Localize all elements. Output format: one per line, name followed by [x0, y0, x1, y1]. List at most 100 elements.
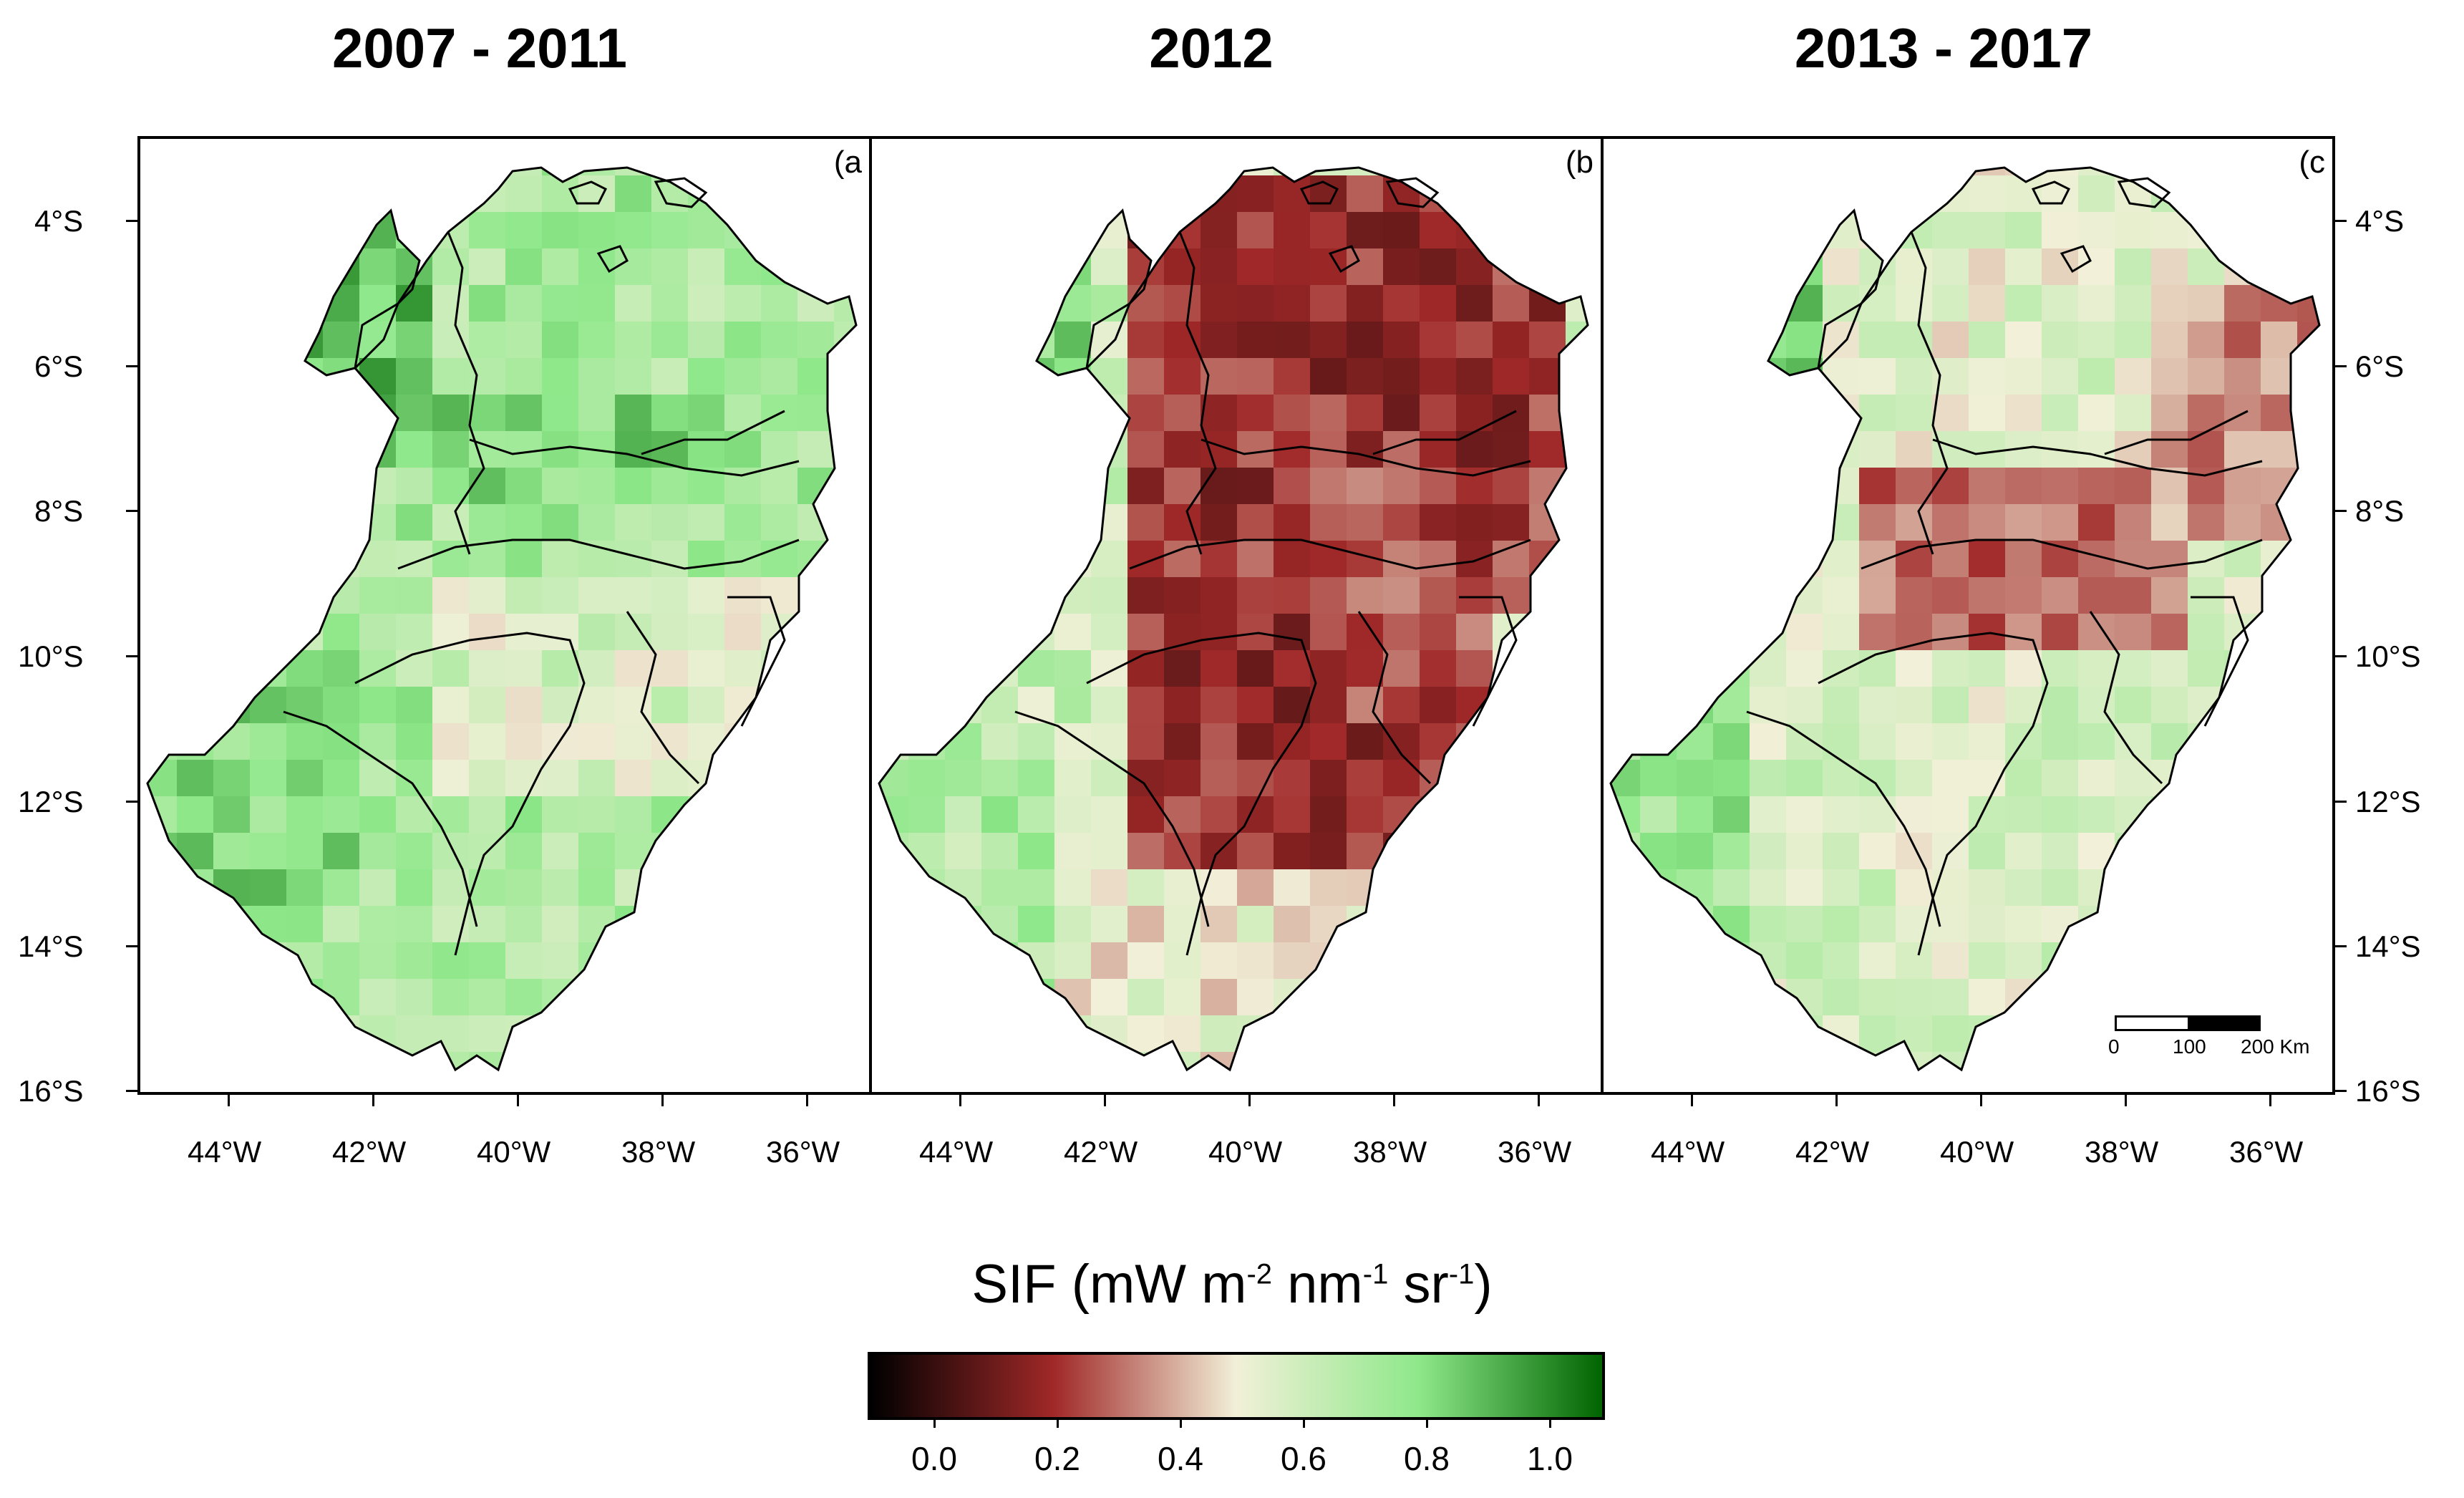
sif-cell: [1420, 614, 1457, 651]
sif-cell: [1127, 650, 1165, 687]
sif-cell: [908, 577, 946, 614]
map-panel-b: (b: [869, 136, 1604, 1095]
sif-cell: [1566, 175, 1588, 213]
sif-cell: [1347, 431, 1384, 468]
sif-cell: [1164, 431, 1201, 468]
sif-cell: [323, 833, 360, 870]
sif-cell: [761, 358, 798, 395]
sif-cell: [1493, 322, 1530, 359]
sif-cell: [1896, 358, 1933, 395]
sif-cell: [1713, 541, 1750, 578]
sif-cell: [761, 687, 798, 724]
sif-cell: [396, 723, 433, 760]
sif-cell: [761, 168, 798, 176]
sif-cell: [359, 322, 397, 359]
sif-cell: [724, 248, 762, 286]
sif-cell: [688, 285, 725, 322]
sif-cell: [761, 796, 798, 833]
sif-cell: [213, 168, 251, 176]
sif-cell: [1456, 285, 1493, 322]
sif-cell: [1237, 175, 1274, 213]
sif-cell: [323, 1015, 360, 1053]
sif-cell: [651, 322, 689, 359]
sif-cell: [1750, 942, 1787, 980]
sif-cell: [1201, 1088, 1238, 1095]
sif-cell: [286, 650, 324, 687]
sif-cell: [2224, 723, 2261, 760]
sif-cell: [1640, 468, 1677, 505]
sif-cell: [1529, 577, 1566, 614]
sif-cell: [2042, 760, 2079, 797]
sif-cell: [908, 285, 946, 322]
sif-cell: [323, 504, 360, 541]
sif-cell: [505, 869, 543, 907]
sif-cell: [1611, 212, 1641, 249]
sif-cell: [1859, 979, 1896, 1016]
sif-cell: [2042, 687, 2079, 724]
sif-cell: [1091, 906, 1128, 943]
sif-cell: [834, 979, 856, 1016]
sif-cell: [1677, 322, 1714, 359]
sif-cell: [177, 431, 214, 468]
sif-cell: [1750, 395, 1787, 432]
sif-cell: [1859, 168, 1896, 176]
sif-cell: [1713, 504, 1750, 541]
subregion-boundary: [397, 538, 800, 570]
sif-cell: [981, 577, 1019, 614]
sif-cell: [1529, 614, 1566, 651]
sif-cell: [505, 431, 543, 468]
sif-cell: [1054, 796, 1092, 833]
sif-cell: [1566, 796, 1588, 833]
sif-cell: [724, 760, 762, 797]
sif-cell: [1420, 1088, 1457, 1095]
sif-cell: [2334, 906, 2335, 943]
sif-cell: [2188, 796, 2225, 833]
sif-cell: [1713, 1052, 1750, 1070]
sif-cell: [1640, 504, 1677, 541]
subregion-boundary: [1357, 611, 1432, 785]
sif-cell: [1164, 1088, 1201, 1095]
sif-cell: [2224, 504, 2261, 541]
sif-cell: [213, 1088, 251, 1095]
sif-cell: [834, 1015, 856, 1053]
sif-cell: [879, 468, 909, 505]
sif-cell: [1018, 504, 1055, 541]
sif-cell: [945, 760, 982, 797]
sif-cell: [396, 869, 433, 907]
sif-cell: [834, 760, 856, 797]
sif-cell: [177, 395, 214, 432]
sif-cell: [1493, 248, 1530, 286]
sif-cell: [1091, 760, 1128, 797]
sif-cell: [469, 979, 506, 1016]
sif-cell: [1713, 175, 1750, 213]
sif-cell: [1054, 541, 1092, 578]
sif-cell: [432, 760, 470, 797]
sif-cell: [1127, 1052, 1165, 1070]
sif-cell: [1127, 168, 1165, 176]
sif-cell: [651, 468, 689, 505]
sif-cell: [1823, 650, 1860, 687]
sif-cell: [1896, 395, 1933, 432]
sif-cell: [432, 322, 470, 359]
sif-cell: [2042, 833, 2079, 870]
sif-cell: [724, 504, 762, 541]
sif-cell: [2042, 723, 2079, 760]
sif-cell: [505, 906, 543, 943]
sif-cell: [1896, 979, 1933, 1016]
sif-cell: [1969, 431, 2006, 468]
sif-cell: [1310, 796, 1347, 833]
sif-cell: [2005, 760, 2042, 797]
sif-cell: [1529, 1052, 1566, 1070]
sif-cell: [1640, 796, 1677, 833]
sif-cell: [1713, 212, 1750, 249]
sif-cell: [2151, 212, 2188, 249]
sif-cell: [2188, 168, 2225, 176]
sif-cell: [908, 504, 946, 541]
sif-cell: [250, 723, 287, 760]
sif-cell: [396, 285, 433, 322]
sif-cell: [1896, 650, 1933, 687]
sif-cell: [2188, 504, 2225, 541]
sif-cell: [1640, 168, 1677, 176]
sif-cell: [1529, 942, 1566, 980]
sif-cell: [945, 541, 982, 578]
